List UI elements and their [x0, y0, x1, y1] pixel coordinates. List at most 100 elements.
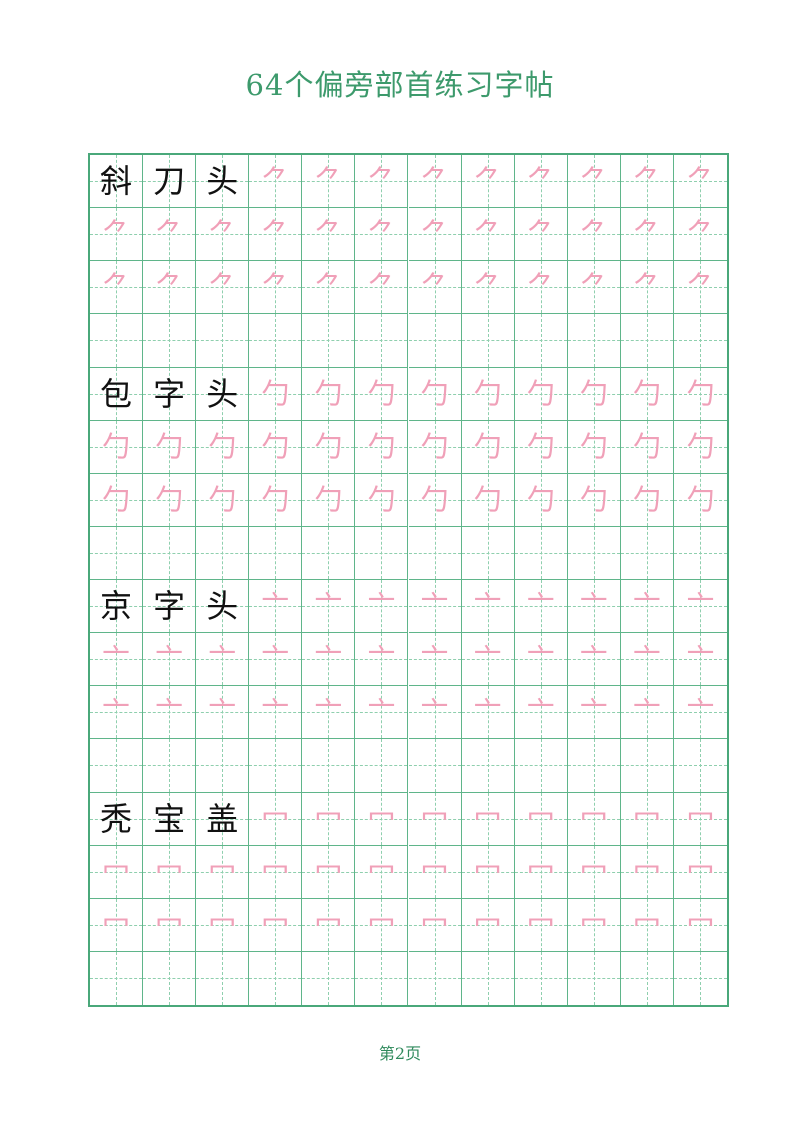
- trace-radical: ⺈: [579, 217, 608, 251]
- trace-cell: 勹: [355, 367, 409, 421]
- blank-cell: [408, 951, 462, 1006]
- trace-cell: 冖: [461, 898, 515, 952]
- trace-cell: ⺈: [355, 155, 409, 209]
- trace-radical: 冖: [632, 907, 661, 941]
- trace-radical: 亠: [420, 695, 449, 729]
- example-char: 宝: [153, 799, 186, 838]
- trace-cell: 亠: [408, 580, 462, 634]
- blank-cell: [355, 314, 409, 368]
- trace-cell: 冖: [567, 792, 621, 846]
- trace-cell: 冖: [620, 792, 674, 846]
- trace-radical: 冖: [367, 854, 396, 888]
- blank-cell: [143, 526, 197, 580]
- trace-cell: 冖: [355, 898, 409, 952]
- trace-radical: 冖: [261, 907, 290, 941]
- trace-cell: 亠: [355, 633, 409, 687]
- trace-cell: 勹: [620, 420, 674, 474]
- trace-radical: 勹: [155, 482, 184, 516]
- example-char: 字: [153, 374, 186, 413]
- blank-cell: [408, 314, 462, 368]
- trace-cell: ⺈: [567, 208, 621, 262]
- trace-cell: 亠: [143, 633, 197, 687]
- trace-radical: 勹: [473, 482, 502, 516]
- trace-cell: ⺈: [249, 261, 303, 315]
- trace-radical: 亠: [420, 589, 449, 623]
- trace-radical: ⺈: [686, 164, 715, 198]
- trace-cell: 冖: [355, 792, 409, 846]
- trace-radical: 勹: [314, 482, 343, 516]
- trace-radical: 冖: [579, 907, 608, 941]
- trace-radical: 冖: [102, 907, 131, 941]
- trace-cell: 冖: [514, 845, 568, 899]
- blank-cell: [673, 526, 728, 580]
- trace-cell: 亠: [620, 580, 674, 634]
- trace-radical: ⺈: [632, 164, 661, 198]
- trace-cell: ⺈: [408, 155, 462, 209]
- trace-cell: 亠: [567, 580, 621, 634]
- blank-cell: [302, 314, 356, 368]
- trace-cell: 冖: [461, 845, 515, 899]
- trace-radical: 勹: [579, 482, 608, 516]
- blank-cell: [673, 951, 728, 1006]
- trace-radical: ⺈: [420, 270, 449, 304]
- trace-cell: ⺈: [620, 208, 674, 262]
- trace-cell: 冖: [302, 845, 356, 899]
- trace-radical: 亠: [579, 589, 608, 623]
- trace-cell: 亠: [567, 633, 621, 687]
- trace-radical: 亠: [473, 642, 502, 676]
- blank-cell: [514, 951, 568, 1006]
- example-char-cell: 京: [90, 580, 144, 634]
- trace-cell: 冖: [408, 792, 462, 846]
- trace-cell: ⺈: [567, 155, 621, 209]
- trace-cell: 亠: [461, 633, 515, 687]
- trace-radical: 勹: [686, 376, 715, 410]
- trace-cell: 亠: [514, 686, 568, 740]
- blank-cell: [567, 951, 621, 1006]
- trace-cell: 冖: [567, 845, 621, 899]
- trace-radical: 勹: [261, 376, 290, 410]
- trace-cell: ⺈: [90, 208, 144, 262]
- page-title: 64个偏旁部首练习字帖: [245, 68, 555, 102]
- trace-cell: 亠: [567, 686, 621, 740]
- trace-radical: ⺈: [526, 164, 555, 198]
- blank-cell: [567, 314, 621, 368]
- trace-cell: 亠: [620, 633, 674, 687]
- trace-cell: ⺈: [673, 208, 728, 262]
- trace-cell: ⺈: [514, 155, 568, 209]
- trace-cell: 勹: [90, 473, 144, 527]
- trace-cell: ⺈: [196, 261, 250, 315]
- trace-radical: ⺈: [632, 217, 661, 251]
- blank-cell: [249, 314, 303, 368]
- trace-cell: 勹: [673, 367, 728, 421]
- trace-radical: ⺈: [314, 217, 343, 251]
- trace-cell: ⺈: [143, 208, 197, 262]
- trace-radical: ⺈: [632, 270, 661, 304]
- trace-radical: ⺈: [686, 217, 715, 251]
- blank-cell: [302, 951, 356, 1006]
- blank-cell: [196, 314, 250, 368]
- trace-radical: ⺈: [526, 217, 555, 251]
- example-char: 刀: [153, 162, 186, 201]
- trace-radical: 冖: [579, 854, 608, 888]
- trace-radical: ⺈: [420, 217, 449, 251]
- practice-grid: 斜刀头⺈⺈⺈⺈⺈⺈⺈⺈⺈⺈⺈⺈⺈⺈⺈⺈⺈⺈⺈⺈⺈⺈⺈⺈⺈⺈⺈⺈⺈⺈⺈⺈⺈包字头勹…: [88, 153, 729, 1007]
- trace-cell: 亠: [673, 633, 728, 687]
- trace-cell: 冖: [355, 845, 409, 899]
- trace-radical: 冖: [632, 854, 661, 888]
- blank-cell: [461, 526, 515, 580]
- trace-cell: 勹: [514, 473, 568, 527]
- trace-cell: 亠: [302, 580, 356, 634]
- trace-radical: 冖: [367, 907, 396, 941]
- trace-radical: 亠: [314, 589, 343, 623]
- trace-radical: 勹: [261, 482, 290, 516]
- trace-radical: 亠: [579, 642, 608, 676]
- trace-radical: ⺈: [579, 164, 608, 198]
- blank-cell: [408, 526, 462, 580]
- trace-radical: 勹: [686, 482, 715, 516]
- trace-radical: 勹: [102, 429, 131, 463]
- blank-cell: [143, 739, 197, 793]
- trace-cell: 亠: [673, 686, 728, 740]
- trace-cell: 勹: [249, 420, 303, 474]
- trace-radical: 勹: [155, 429, 184, 463]
- blank-cell: [249, 739, 303, 793]
